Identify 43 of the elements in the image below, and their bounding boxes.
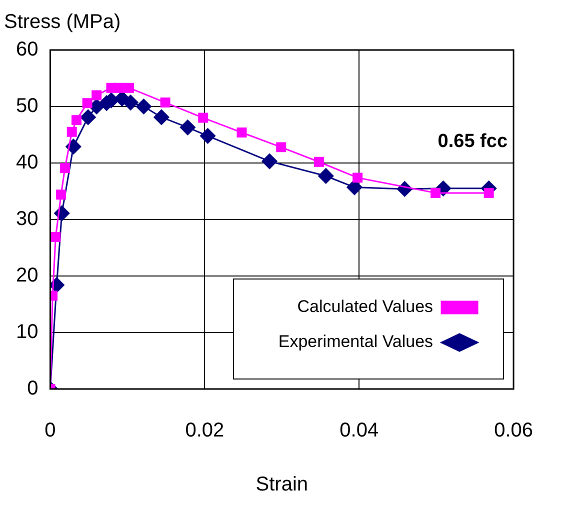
y-tick-label: 40 (16, 152, 38, 174)
point (314, 156, 324, 167)
x-tick-label: 0.02 (185, 420, 224, 442)
x-tick-label: 0 (44, 420, 56, 442)
point (80, 109, 96, 125)
point (72, 115, 82, 126)
point (66, 126, 77, 137)
y-tick-label: 60 (16, 38, 38, 61)
point (92, 90, 102, 100)
point (180, 120, 196, 136)
point (124, 82, 134, 93)
point (66, 138, 82, 154)
point (346, 180, 362, 196)
x-tick-label: 0.04 (340, 420, 379, 442)
point (198, 112, 208, 123)
legend-label: Calculated Values (297, 297, 434, 316)
point (60, 163, 70, 174)
y-tick-label: 10 (16, 321, 38, 344)
point (318, 168, 334, 184)
y-axis-title: Stress (MPa) (4, 11, 121, 33)
point (136, 98, 152, 114)
point (114, 82, 124, 93)
point (352, 172, 363, 183)
point (50, 232, 61, 242)
x-tick-label: 0.06 (494, 420, 534, 442)
point (56, 190, 66, 200)
point (484, 188, 494, 198)
point (236, 128, 247, 138)
point (160, 98, 170, 108)
point (262, 154, 278, 170)
y-tick-label: 50 (16, 95, 38, 118)
y-tick-label: 0 (27, 378, 38, 400)
annotation: 0.65 fcc (438, 130, 508, 152)
x-axis-title: Strain (256, 474, 308, 496)
y-tick-label: 20 (16, 264, 38, 287)
y-tick-label: 30 (16, 208, 38, 230)
point (200, 128, 216, 144)
point (122, 94, 138, 110)
legend-label: Experimental Values (278, 332, 434, 352)
point (430, 188, 441, 198)
point (82, 98, 92, 108)
point (154, 109, 170, 125)
point (276, 142, 286, 152)
